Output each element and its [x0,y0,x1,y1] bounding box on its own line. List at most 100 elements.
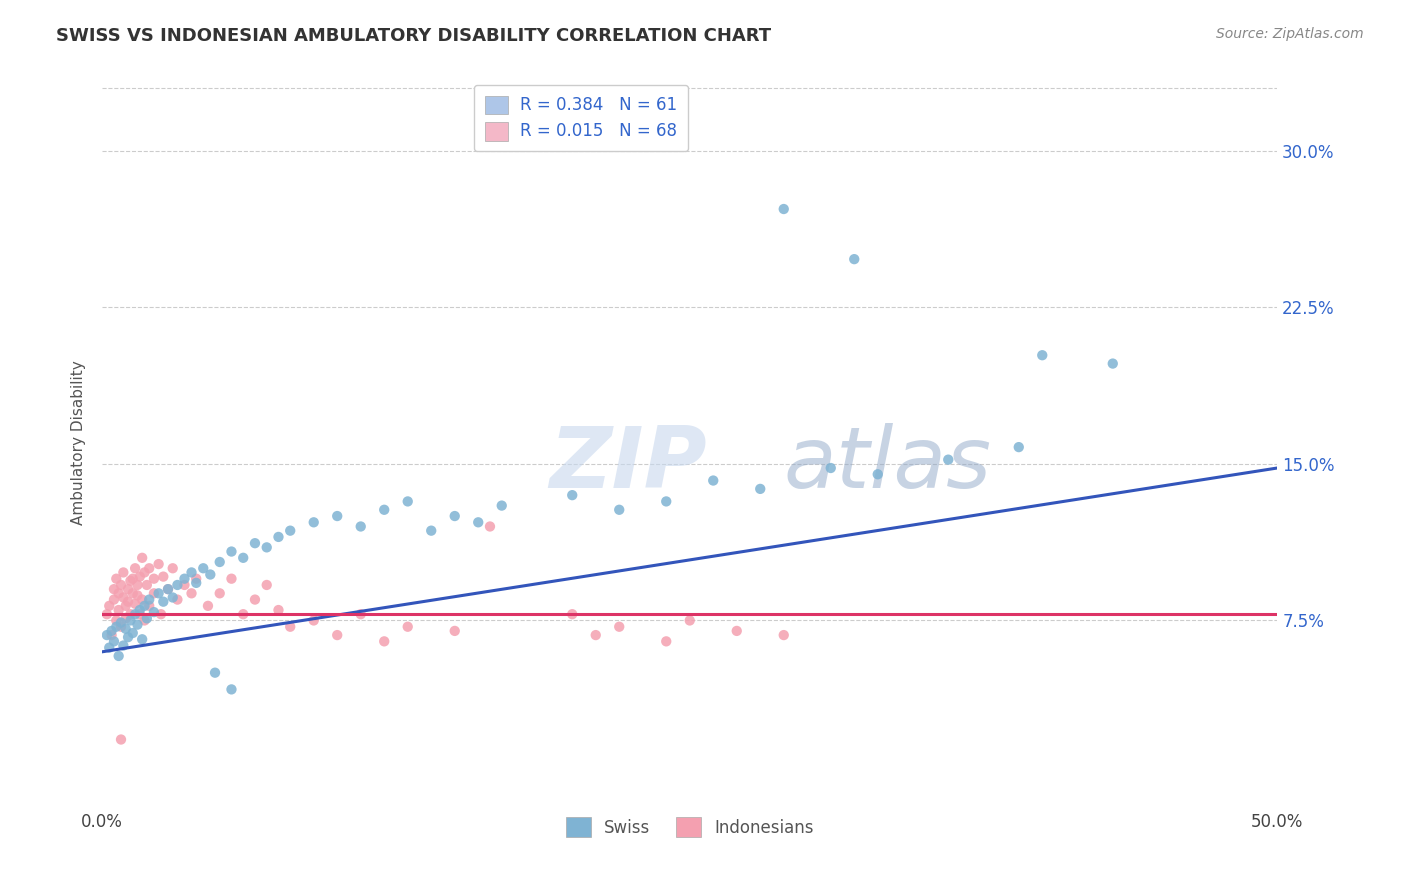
Point [103,582,125,596]
Point [267,530,290,544]
Y-axis label: Ambulatory Disability: Ambulatory Disability [72,360,86,525]
Point [350,607,373,622]
Point [96,607,118,622]
Point [166,592,188,607]
Point [134,599,156,613]
Point [478,519,501,533]
Text: ZIP: ZIP [548,424,706,507]
Point [256,578,278,592]
Point [173,578,195,592]
Point [117,595,139,609]
Point [112,566,135,580]
Point [221,572,243,586]
Text: SWISS VS INDONESIAN AMBULATORY DISABILITY CORRELATION CHART: SWISS VS INDONESIAN AMBULATORY DISABILIT… [56,27,772,45]
Point [679,614,702,628]
Point [156,582,179,596]
Point [655,634,678,648]
Point [302,614,325,628]
Point [135,611,157,625]
Point [148,586,170,600]
Point [128,603,150,617]
Point [103,634,125,648]
Point [152,595,174,609]
Point [138,599,160,613]
Point [1101,357,1123,371]
Point [105,620,128,634]
Point [585,628,607,642]
Point [232,607,254,622]
Point [124,561,146,575]
Point [326,628,349,642]
Point [131,592,153,607]
Point [127,617,149,632]
Point [725,624,748,638]
Point [138,561,160,575]
Point [820,461,842,475]
Point [114,611,136,625]
Point [152,569,174,583]
Point [149,607,172,622]
Point [655,494,678,508]
Point [221,682,243,697]
Point [100,628,122,642]
Point [124,597,146,611]
Point [396,620,419,634]
Point [105,572,128,586]
Point [120,607,142,622]
Point [772,628,794,642]
Point [232,550,254,565]
Point [110,578,132,592]
Point [221,544,243,558]
Point [350,519,373,533]
Point [844,252,866,267]
Point [197,599,219,613]
Point [749,482,772,496]
Point [278,524,301,538]
Point [148,557,170,571]
Point [326,509,349,524]
Point [173,572,195,586]
Point [702,474,724,488]
Point [134,566,156,580]
Point [186,575,208,590]
Point [142,572,165,586]
Point [267,603,290,617]
Point [105,614,128,628]
Point [117,630,139,644]
Point [180,586,202,600]
Point [208,586,231,600]
Point [443,624,465,638]
Point [866,467,889,482]
Point [131,632,153,647]
Point [420,524,443,538]
Text: atlas: atlas [783,424,991,507]
Point [607,502,630,516]
Point [162,591,184,605]
Point [127,578,149,592]
Point [120,614,142,628]
Point [200,567,222,582]
Legend: Swiss, Indonesians: Swiss, Indonesians [560,810,820,844]
Point [124,607,146,622]
Point [138,592,160,607]
Point [107,648,129,663]
Point [107,603,129,617]
Point [120,574,142,588]
Point [131,550,153,565]
Point [162,561,184,575]
Point [156,582,179,596]
Point [373,502,395,516]
Point [98,599,121,613]
Point [278,620,301,634]
Point [112,591,135,605]
Point [491,499,513,513]
Point [117,582,139,596]
Point [103,592,125,607]
Point [256,541,278,555]
Point [467,516,489,530]
Point [112,639,135,653]
Point [128,569,150,583]
Point [1031,348,1053,362]
Point [110,620,132,634]
Point [110,732,132,747]
